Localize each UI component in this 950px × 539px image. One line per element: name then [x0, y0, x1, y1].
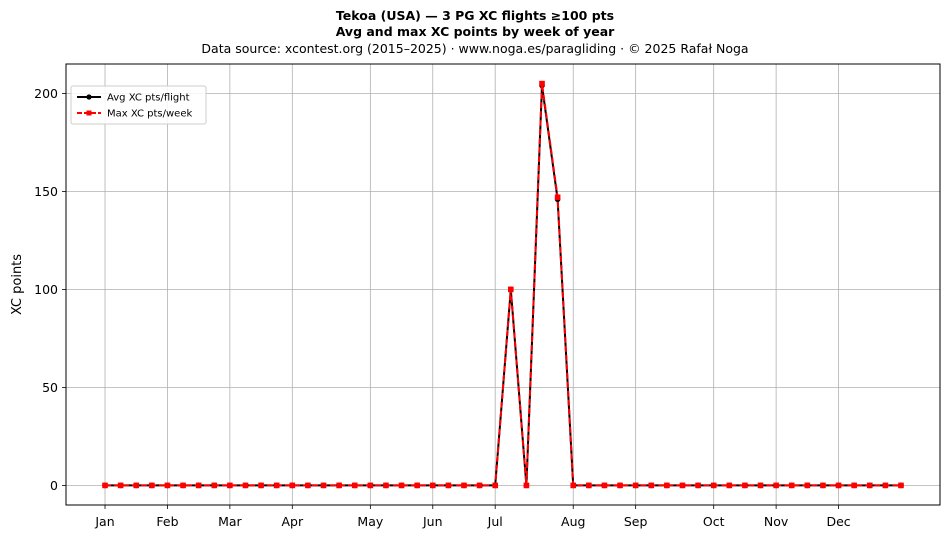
data-point-max-xc-pts-week	[539, 80, 545, 87]
data-source-note: Data source: xcontest.org (2015–2025) · …	[201, 41, 749, 56]
data-point-max-xc-pts-week	[570, 482, 577, 489]
x-tick-label: Jan	[94, 514, 114, 529]
data-point-max-xc-pts-week	[336, 482, 342, 489]
y-tick-label: 0	[50, 478, 58, 493]
x-axis-ticks: Jan Feb Mar Apr May Jun Jul Aug Sep Oct Nov Dec	[94, 505, 851, 529]
y-tick-label: 100	[34, 282, 58, 297]
data-point-max-xc-pts-week	[351, 482, 358, 489]
x-tick-label: Apr	[281, 514, 303, 529]
legend-swatch-marker	[86, 110, 92, 116]
data-point-max-xc-pts-week	[757, 482, 764, 489]
data-point-max-xc-pts-week	[133, 482, 140, 489]
data-point-max-xc-pts-week	[149, 482, 155, 489]
x-tick-label: Jul	[487, 514, 503, 529]
x-tick-label: Nov	[764, 514, 789, 529]
x-tick-label: May	[357, 514, 383, 529]
data-point-max-xc-pts-week	[289, 482, 296, 489]
data-point-max-xc-pts-week	[742, 482, 748, 489]
chart-subtitle: Avg and max XC points by week of year	[335, 24, 615, 39]
data-point-max-xc-pts-week	[429, 482, 436, 489]
data-point-max-xc-pts-week	[617, 482, 623, 489]
data-point-max-xc-pts-week	[180, 482, 186, 489]
data-point-max-xc-pts-week	[773, 482, 779, 489]
series-line-avg-xc-pts-flight	[105, 84, 901, 487]
data-point-max-xc-pts-week	[211, 482, 218, 489]
grid-lines	[66, 64, 940, 505]
data-point-max-xc-pts-week	[461, 482, 467, 489]
legend-box	[70, 85, 207, 125]
data-point-max-xc-pts-week	[695, 482, 701, 489]
data-point-max-xc-pts-week	[476, 482, 483, 489]
chart-title: Tekoa (USA) — 3 PG XC flights ≥100 pts	[335, 8, 615, 23]
data-point-max-xc-pts-week	[367, 482, 374, 489]
data-point-max-xc-pts-week	[664, 482, 670, 489]
data-point-max-xc-pts-week	[383, 482, 389, 489]
plot-frame	[65, 63, 941, 506]
x-tick-label: Mar	[218, 514, 242, 529]
data-point-max-xc-pts-week	[242, 482, 249, 489]
data-point-max-xc-pts-week	[632, 482, 639, 489]
series-line-max-xc-pts-week	[105, 82, 901, 487]
data-point-max-xc-pts-week	[195, 482, 202, 489]
data-point-max-xc-pts-week	[320, 482, 327, 489]
data-point-max-xc-pts-week	[835, 482, 842, 489]
data-point-max-xc-pts-week	[679, 482, 686, 489]
data-point-max-xc-pts-week	[788, 482, 795, 489]
y-tick-label: 50	[42, 380, 58, 395]
data-point-max-xc-pts-week	[726, 482, 733, 489]
data-point-max-xc-pts-week	[804, 482, 811, 489]
x-tick-label: Oct	[703, 514, 725, 529]
data-point-max-xc-pts-week	[258, 482, 264, 489]
x-tick-label: Feb	[156, 514, 178, 529]
data-point-max-xc-pts-week	[586, 482, 592, 489]
data-point-max-xc-pts-week	[492, 482, 498, 489]
data-point-max-xc-pts-week	[445, 482, 452, 489]
y-axis-ticks: 0 50 100 150 200	[34, 86, 66, 493]
data-point-max-xc-pts-week	[898, 482, 904, 489]
data-point-max-xc-pts-week	[523, 482, 530, 489]
data-point-max-xc-pts-week	[102, 482, 108, 489]
legend-label: Max XC pts/week	[107, 109, 192, 120]
data-point-max-xc-pts-week	[164, 482, 171, 489]
chart-title-block: Tekoa (USA) — 3 PG XC flights ≥100 pts A…	[0, 8, 950, 58]
x-tick-label: Jun	[422, 514, 443, 529]
data-point-max-xc-pts-week	[554, 194, 561, 201]
data-point-max-xc-pts-week	[508, 286, 514, 293]
data-point-max-xc-pts-week	[305, 482, 311, 489]
data-point-max-xc-pts-week	[117, 482, 124, 489]
data-point-max-xc-pts-week	[414, 482, 420, 489]
y-tick-label: 150	[34, 184, 58, 199]
data-point-max-xc-pts-week	[866, 482, 873, 489]
x-tick-label: Sep	[624, 514, 648, 529]
data-point-max-xc-pts-week	[820, 482, 826, 489]
data-point-max-xc-pts-week	[882, 482, 889, 489]
data-point-max-xc-pts-week	[851, 482, 857, 489]
x-tick-label: Dec	[826, 514, 850, 529]
legend-label: Avg XC pts/flight	[107, 93, 190, 104]
data-point-max-xc-pts-week	[398, 482, 405, 489]
y-axis-label: XC points	[10, 254, 25, 315]
legend-swatch-marker	[86, 94, 92, 100]
legend: Avg XC pts/flight Max XC pts/week	[70, 85, 207, 125]
data-point-max-xc-pts-week	[648, 482, 655, 489]
data-point-max-xc-pts-week	[227, 482, 233, 489]
y-tick-label: 200	[34, 86, 58, 101]
data-point-max-xc-pts-week	[601, 482, 608, 489]
series-layer	[102, 80, 904, 489]
data-point-max-xc-pts-week	[273, 482, 280, 489]
data-point-max-xc-pts-week	[710, 482, 717, 489]
x-tick-label: Aug	[561, 514, 585, 529]
